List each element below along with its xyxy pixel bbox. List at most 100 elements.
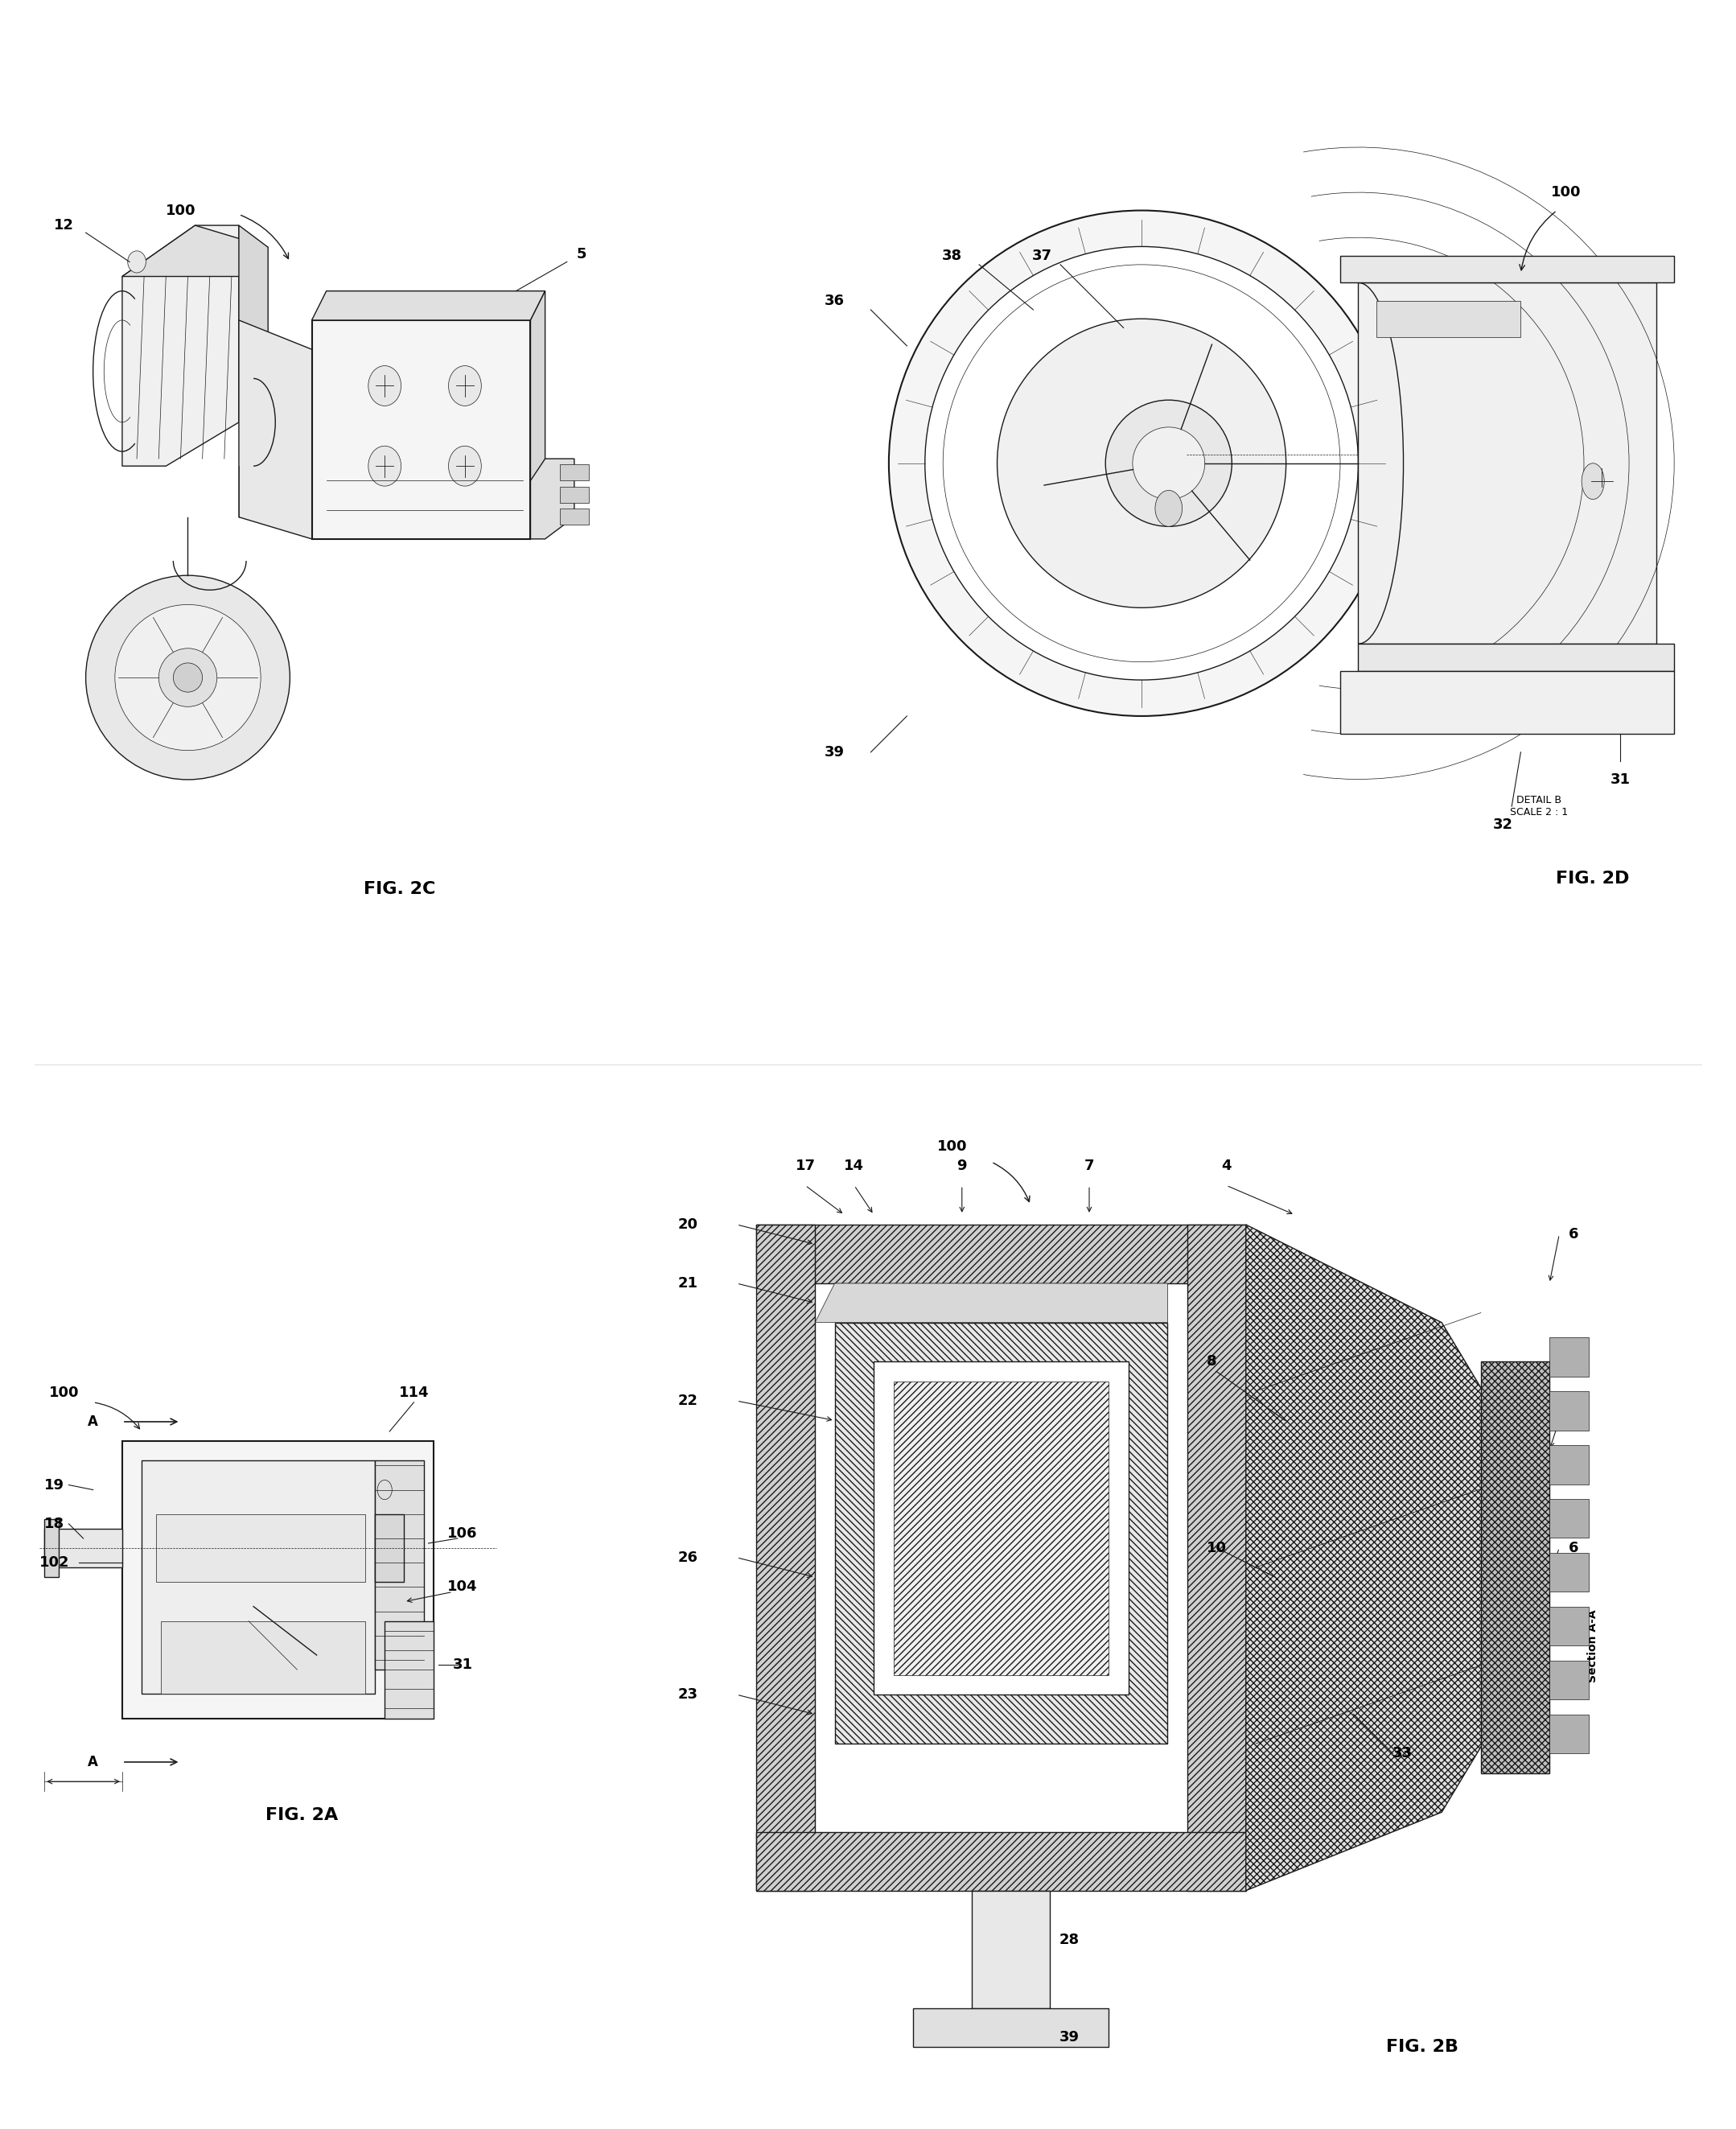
Text: 100: 100 (49, 1386, 78, 1399)
Text: 18: 18 (43, 1516, 64, 1531)
Polygon shape (757, 1831, 1246, 1891)
Polygon shape (1550, 1661, 1588, 1699)
Text: FIG. 2D: FIG. 2D (1555, 871, 1630, 886)
Text: 106: 106 (448, 1526, 477, 1541)
Text: 7: 7 (1085, 1158, 1094, 1173)
Polygon shape (757, 1224, 816, 1891)
Polygon shape (1550, 1390, 1588, 1431)
Polygon shape (1550, 1552, 1588, 1592)
Circle shape (1345, 1667, 1401, 1722)
Text: 114: 114 (399, 1386, 429, 1399)
Polygon shape (913, 2008, 1109, 2048)
Ellipse shape (448, 445, 481, 485)
Polygon shape (531, 458, 575, 539)
Polygon shape (1550, 1607, 1588, 1646)
Polygon shape (156, 1514, 365, 1582)
Text: FIG. 2B: FIG. 2B (1385, 2040, 1458, 2054)
Text: 12: 12 (54, 217, 75, 232)
Text: 20: 20 (679, 1218, 698, 1233)
Circle shape (1106, 400, 1233, 526)
Polygon shape (1550, 1499, 1588, 1537)
Text: DETAIL B
SCALE 2 : 1: DETAIL B SCALE 2 : 1 (1510, 794, 1568, 818)
Text: 23: 23 (679, 1688, 698, 1701)
Polygon shape (375, 1460, 424, 1669)
Ellipse shape (368, 366, 401, 407)
Text: 31: 31 (1609, 773, 1630, 786)
Circle shape (996, 319, 1286, 607)
Ellipse shape (377, 1480, 392, 1499)
Polygon shape (161, 1620, 365, 1695)
Text: 10: 10 (1207, 1541, 1227, 1554)
Ellipse shape (128, 251, 146, 273)
Ellipse shape (1581, 464, 1604, 500)
Text: 102: 102 (40, 1556, 69, 1569)
Text: 39: 39 (1059, 2031, 1080, 2044)
Circle shape (1345, 1531, 1401, 1584)
Polygon shape (122, 226, 240, 466)
Text: A: A (89, 1754, 99, 1769)
Polygon shape (45, 1529, 122, 1567)
Polygon shape (757, 1224, 1246, 1284)
Text: 14: 14 (844, 1158, 865, 1173)
Text: 104: 104 (448, 1580, 477, 1595)
Text: 6: 6 (1569, 1226, 1578, 1241)
Text: 21: 21 (679, 1275, 698, 1290)
Polygon shape (559, 464, 589, 481)
Text: 37: 37 (1033, 249, 1052, 262)
Text: 9: 9 (957, 1158, 967, 1173)
Text: 100: 100 (165, 204, 196, 217)
Text: 38: 38 (943, 249, 962, 262)
Circle shape (1345, 1392, 1401, 1448)
Text: 4: 4 (1222, 1158, 1231, 1173)
Text: 26: 26 (679, 1550, 698, 1565)
Polygon shape (122, 1441, 434, 1718)
Text: 39: 39 (825, 745, 845, 760)
Text: A: A (89, 1414, 99, 1429)
Circle shape (85, 575, 290, 779)
Polygon shape (1377, 300, 1521, 336)
Polygon shape (894, 1382, 1109, 1676)
Polygon shape (1550, 1446, 1588, 1484)
Text: 11: 11 (1559, 1414, 1578, 1429)
Text: 8: 8 (1207, 1354, 1217, 1369)
Polygon shape (122, 226, 267, 277)
Polygon shape (559, 509, 589, 524)
Text: Section A-A: Section A-A (1587, 1610, 1599, 1682)
Circle shape (889, 211, 1394, 715)
Text: 36: 36 (825, 294, 845, 309)
Polygon shape (972, 1891, 1050, 2008)
Text: 100: 100 (937, 1139, 967, 1154)
Polygon shape (385, 1620, 434, 1718)
Text: 28: 28 (1059, 1933, 1080, 1946)
Ellipse shape (448, 366, 481, 407)
Polygon shape (1358, 643, 1674, 671)
Polygon shape (1358, 283, 1656, 643)
Text: FIG. 2C: FIG. 2C (363, 881, 436, 896)
Text: 17: 17 (795, 1158, 816, 1173)
Polygon shape (240, 226, 267, 445)
Polygon shape (835, 1322, 1168, 1744)
Polygon shape (1246, 1224, 1500, 1891)
Polygon shape (142, 1460, 375, 1695)
Polygon shape (1481, 1363, 1550, 1773)
Text: 6: 6 (1569, 1541, 1578, 1554)
Polygon shape (559, 485, 589, 502)
Text: 31: 31 (453, 1658, 472, 1671)
Polygon shape (1187, 1224, 1246, 1891)
Text: 5: 5 (576, 247, 587, 262)
Polygon shape (312, 319, 531, 539)
Text: 100: 100 (1550, 185, 1581, 200)
Ellipse shape (1154, 490, 1182, 526)
Circle shape (115, 605, 260, 749)
Polygon shape (816, 1284, 1168, 1322)
Circle shape (925, 247, 1358, 679)
Text: FIG. 2A: FIG. 2A (266, 1808, 339, 1825)
Ellipse shape (368, 445, 401, 485)
Polygon shape (1340, 671, 1674, 735)
Polygon shape (1550, 1714, 1588, 1754)
Polygon shape (375, 1514, 404, 1582)
Circle shape (174, 662, 203, 692)
Polygon shape (531, 292, 545, 539)
Polygon shape (240, 319, 356, 539)
Polygon shape (312, 292, 545, 319)
